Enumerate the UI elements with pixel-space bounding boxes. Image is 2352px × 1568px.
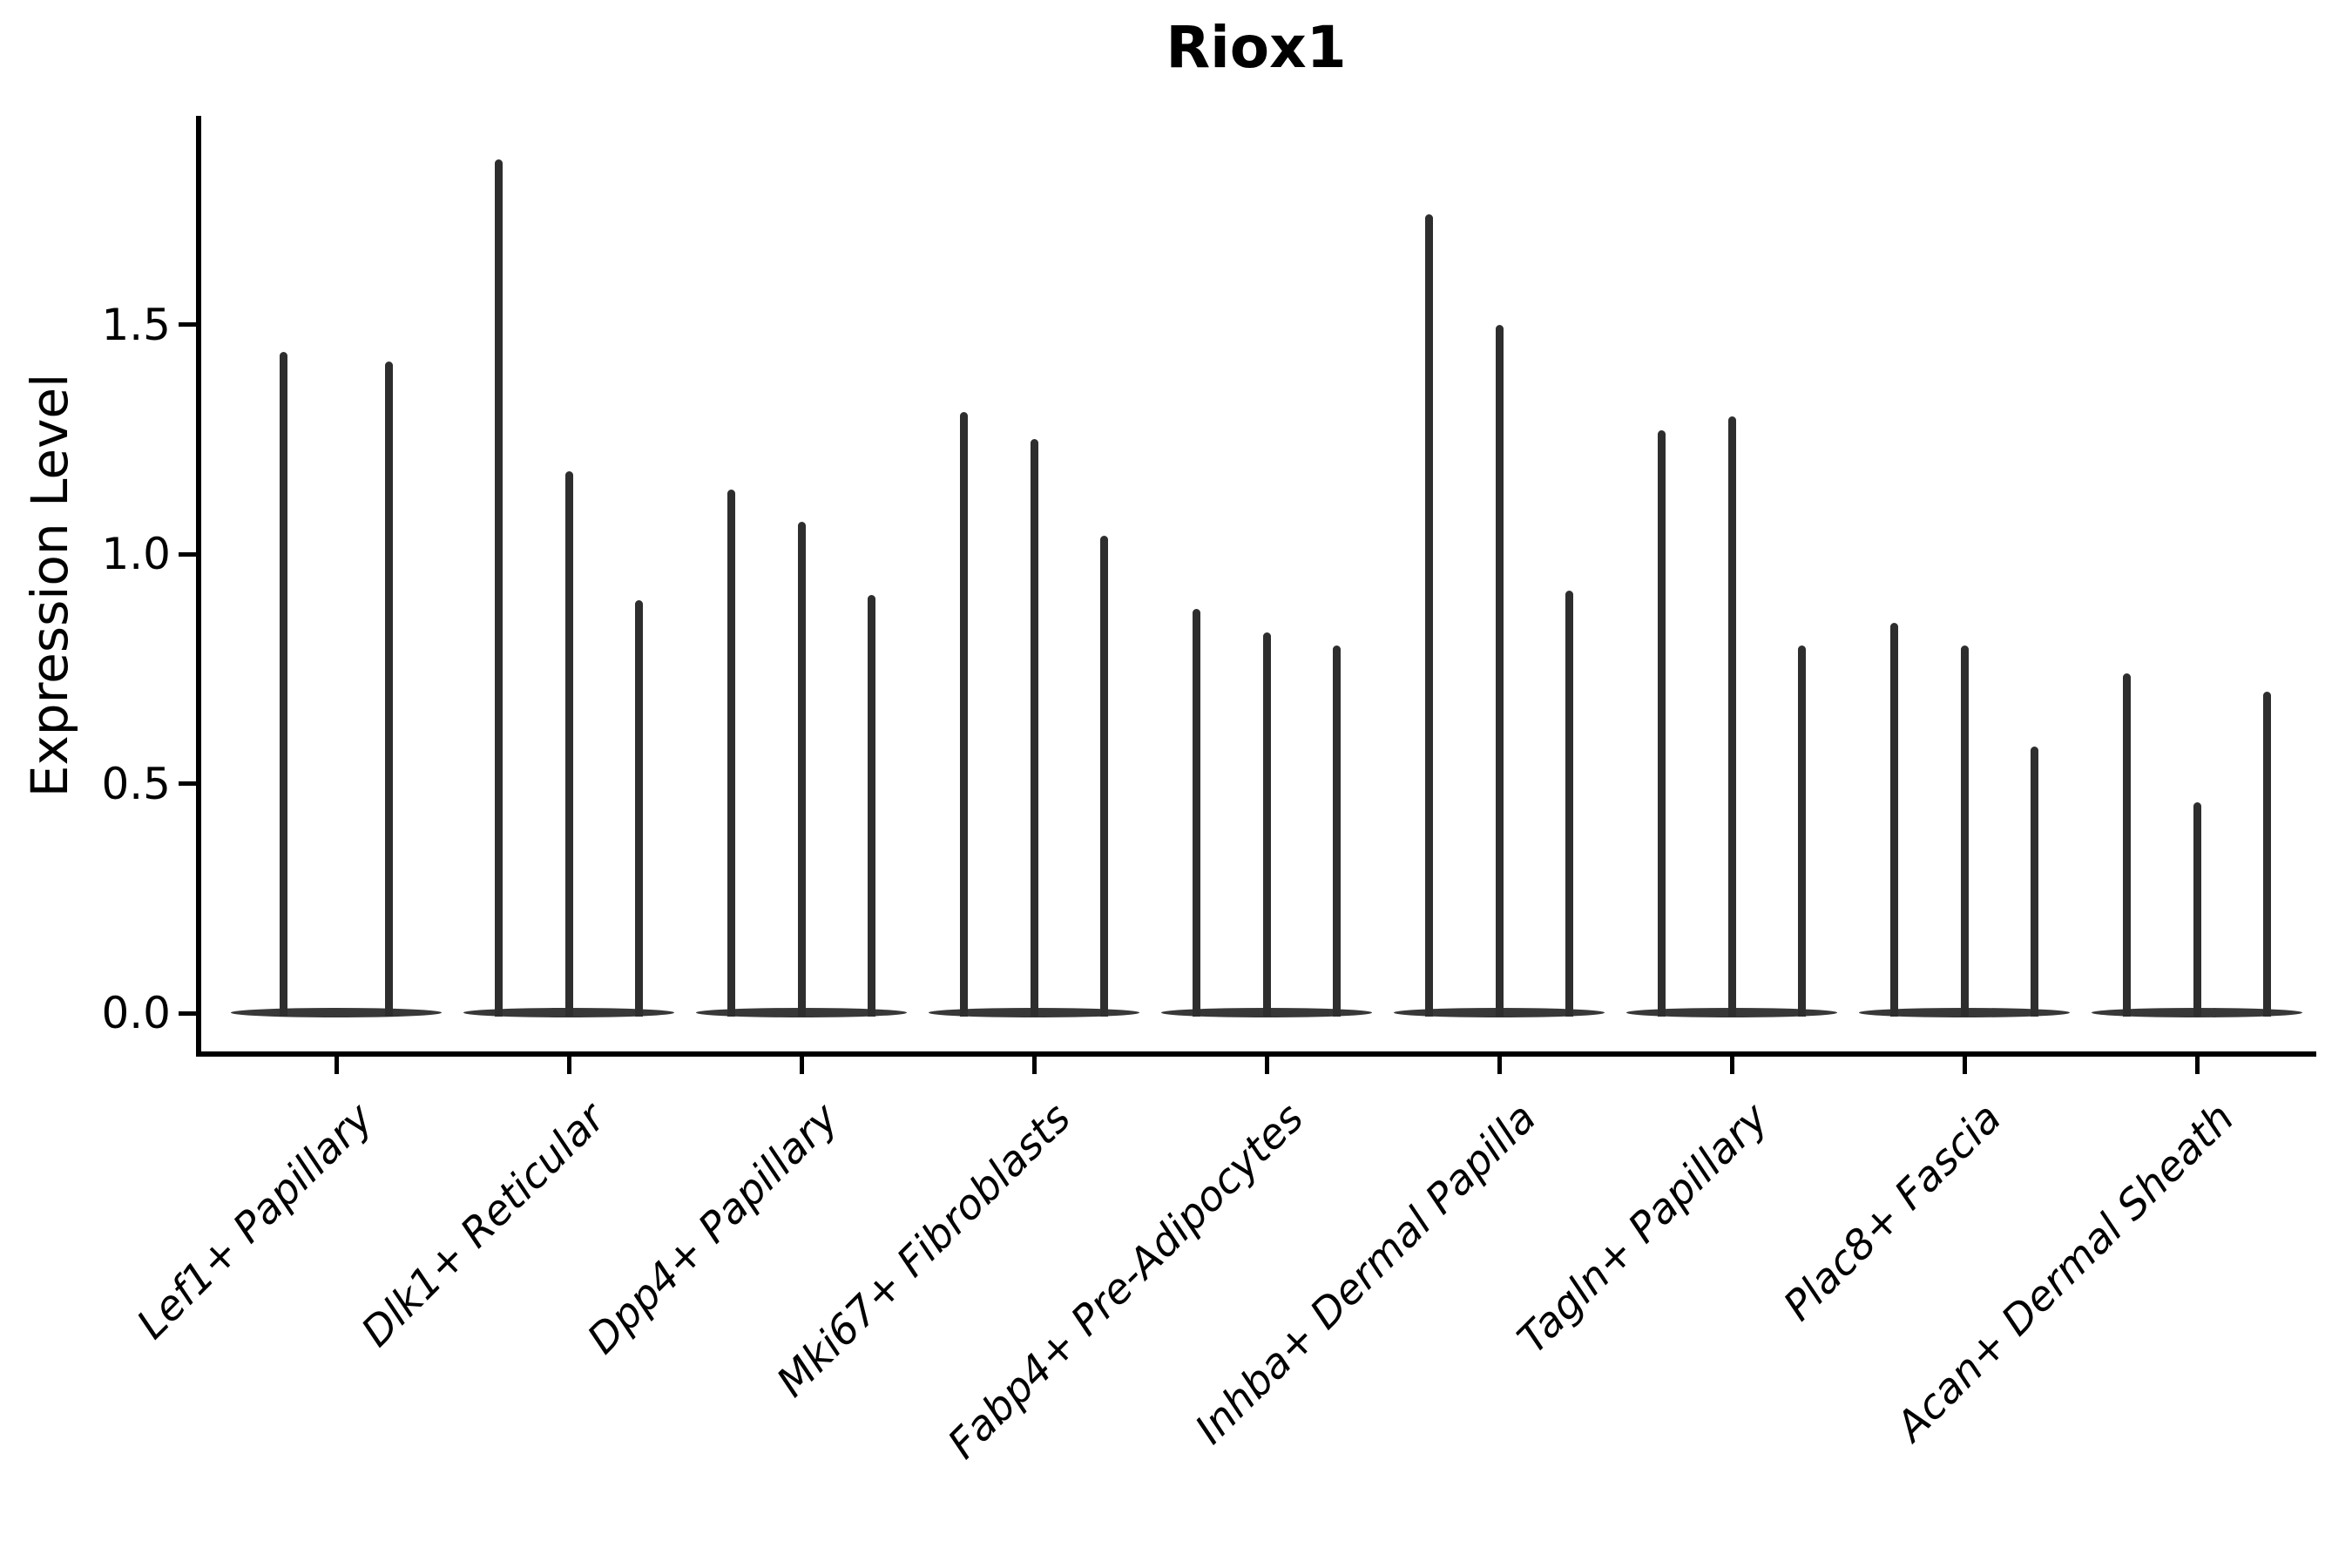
- x-tick-label: Lef1+ Papillary: [127, 1094, 382, 1349]
- x-tick: [1729, 1057, 1734, 1074]
- x-tick: [334, 1057, 339, 1074]
- violin-spike: [1657, 429, 1666, 1017]
- y-tick: [179, 781, 199, 786]
- violin-spike: [1333, 645, 1342, 1017]
- y-tick: [179, 1010, 199, 1016]
- y-tick-label: 0.0: [101, 988, 171, 1038]
- y-tick-label: 1.5: [101, 299, 171, 350]
- violin-spike: [1960, 645, 1969, 1017]
- x-tick: [1264, 1057, 1269, 1074]
- violin-spike: [494, 159, 503, 1017]
- violin-spike: [1727, 416, 1736, 1017]
- violin-spike: [1100, 535, 1109, 1017]
- violin-spike: [1889, 623, 1898, 1017]
- violin-spike: [385, 361, 394, 1017]
- x-tick: [2194, 1057, 2200, 1074]
- y-axis-label: Expression Level: [20, 373, 79, 798]
- violin-spike: [2122, 673, 2131, 1017]
- y-tick-label: 0.5: [101, 758, 171, 809]
- y-tick-label: 1.0: [101, 529, 171, 579]
- y-axis-spine: [196, 116, 201, 1057]
- x-tick-label: Tagln+ Papillary: [1509, 1094, 1778, 1363]
- violin-spike: [1495, 324, 1504, 1017]
- x-tick: [1497, 1057, 1502, 1074]
- violin-spike: [1192, 609, 1200, 1017]
- violin-spike: [727, 490, 735, 1017]
- violin-spike: [564, 471, 573, 1017]
- violin-spike: [2263, 692, 2272, 1017]
- violin-spike: [635, 599, 644, 1017]
- y-tick: [179, 322, 199, 327]
- violin-spike: [1262, 632, 1271, 1017]
- x-tick: [799, 1057, 804, 1074]
- violin-spike: [1030, 439, 1038, 1017]
- violin-spike: [1565, 591, 1574, 1017]
- x-tick: [1031, 1057, 1037, 1074]
- violin-spike: [868, 595, 876, 1017]
- y-tick: [179, 551, 199, 557]
- violin-spike: [959, 411, 968, 1017]
- violin-spike: [1798, 645, 1807, 1017]
- violin-spike: [797, 522, 806, 1017]
- violin-spike: [1424, 214, 1433, 1017]
- violin-spike: [2031, 747, 2039, 1017]
- x-axis-spine: [196, 1051, 2316, 1057]
- x-tick-label: Dpp4+ Papillary: [578, 1094, 848, 1364]
- violin-base: [230, 1008, 443, 1017]
- violin-spike: [279, 352, 287, 1017]
- plot-title: Riox1: [1166, 14, 1347, 81]
- x-tick-label: Dlk1+ Reticular: [352, 1094, 615, 1356]
- x-tick: [566, 1057, 571, 1074]
- x-tick-label: Plac8+ Fascia: [1774, 1094, 2011, 1331]
- violin-spike: [2193, 801, 2201, 1017]
- x-tick: [1962, 1057, 1967, 1074]
